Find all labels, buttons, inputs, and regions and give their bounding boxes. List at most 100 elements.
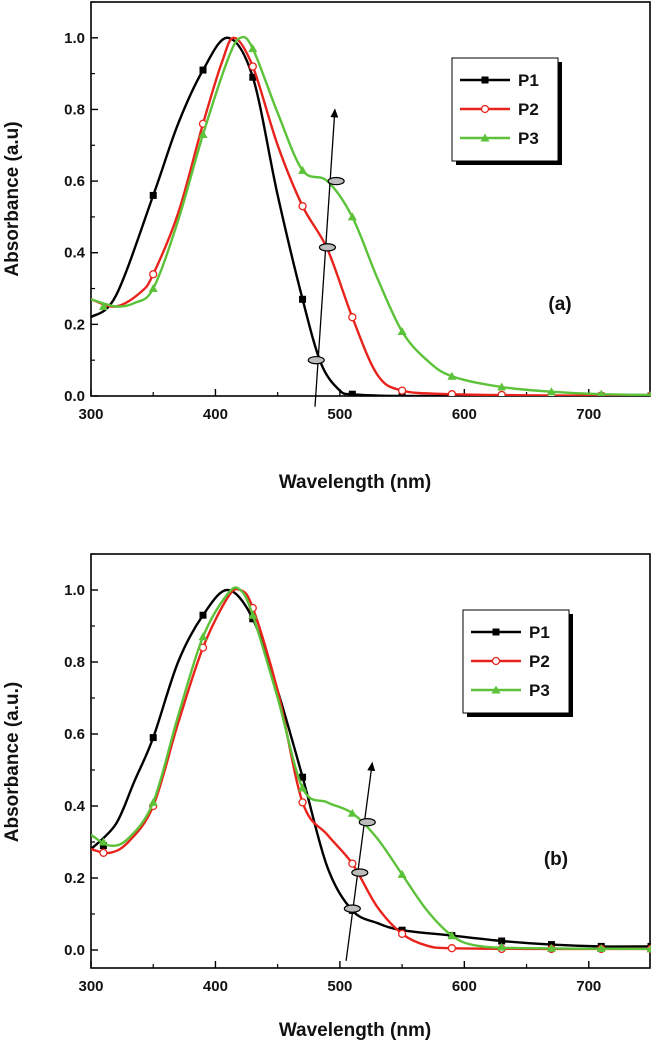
data-point-p2 [348, 859, 357, 868]
data-point-p2 [298, 202, 307, 211]
y-tick-label: 0.2 [64, 870, 85, 887]
data-point-p3 [198, 632, 208, 641]
annotation-ellipse [327, 176, 345, 186]
data-point-p3 [98, 301, 108, 310]
legend-marker-p3 [480, 133, 490, 142]
data-point-p3 [447, 371, 457, 380]
data-point-p1 [99, 842, 107, 850]
legend-marker-p2 [480, 104, 490, 114]
data-point-p3 [646, 944, 651, 953]
legend-label-p3: P3 [518, 129, 539, 148]
y-tick-label: 1.0 [64, 582, 85, 599]
plot-frame [90, 553, 651, 969]
data-point-p3 [298, 783, 308, 792]
data-point-p3 [248, 610, 258, 619]
data-point-p3 [497, 942, 507, 951]
y-tick-label: 0.4 [64, 245, 86, 262]
annotation-ellipse [318, 243, 337, 252]
x-axis-title: Wavelength (nm) [279, 472, 431, 493]
y-tick-label: 0.0 [64, 388, 85, 405]
legend-marker-p3 [491, 685, 501, 694]
data-point-p3 [248, 44, 258, 53]
data-point-p3 [397, 327, 407, 336]
data-point-p2 [149, 270, 158, 279]
x-tick-label: 700 [576, 978, 601, 995]
data-point-p2 [497, 390, 506, 396]
annotation-ellipse [307, 355, 325, 365]
data-point-p3 [596, 944, 606, 953]
x-tick-label: 400 [203, 406, 228, 423]
legend-label-p1: P1 [529, 623, 550, 642]
panel-label: (b) [544, 849, 568, 870]
series-line-p3 [91, 35, 651, 396]
data-point-p1 [149, 191, 157, 199]
data-point-p3 [347, 808, 357, 817]
series-line-p2 [91, 587, 651, 951]
data-point-p2 [298, 798, 307, 807]
y-tick-label: 0.6 [64, 726, 85, 743]
data-point-p3 [397, 869, 407, 878]
data-point-p3 [546, 387, 556, 396]
y-tick-label: 0.6 [64, 173, 85, 190]
chart-panel-a: 300 400 500 600 700 0.0 0.2 0.4 0.6 0.8 1.0 Wavelen… [2, 1, 651, 493]
x-tick-label: 600 [452, 406, 477, 423]
y-tick-label: 0.0 [64, 942, 85, 959]
legend-label-p1: P1 [518, 71, 539, 90]
legend-marker-p1 [492, 628, 500, 636]
legend-marker-p1 [481, 76, 489, 84]
data-point-p2 [248, 62, 257, 71]
x-tick-label: 500 [327, 406, 352, 423]
legend: P1 P2 P3 [451, 57, 562, 165]
data-point-p1 [348, 390, 356, 396]
data-point-p3 [497, 382, 507, 391]
legend-marker-p2 [491, 656, 501, 666]
x-tick-label: 500 [327, 978, 352, 995]
series-line-p2 [91, 36, 651, 396]
legend: P1 P2 P3 [462, 609, 573, 717]
plot-area [91, 586, 651, 954]
x-tick-label: 400 [203, 978, 228, 995]
y-tick-label: 0.2 [64, 316, 85, 333]
y-axis-title: Absorbance (a.u) [2, 121, 23, 276]
x-tick-label: 700 [576, 406, 601, 423]
trend-arrow [345, 761, 376, 961]
plot-frame [90, 1, 651, 397]
panel-label: (a) [548, 294, 571, 315]
annotation-ellipse [351, 868, 369, 877]
x-tick-label: 300 [78, 978, 103, 995]
annotation-ellipse [358, 818, 376, 827]
data-point-p2 [447, 390, 457, 396]
data-point-p1 [299, 773, 307, 781]
data-point-p1 [498, 937, 506, 945]
y-tick-label: 0.4 [64, 798, 86, 815]
legend-label-p3: P3 [529, 681, 550, 700]
y-tick-label: 0.8 [64, 654, 85, 671]
data-point-p1 [149, 734, 157, 742]
data-point-p3 [98, 837, 108, 846]
x-axis-title: Wavelength (nm) [279, 1020, 431, 1041]
data-point-p2 [99, 848, 108, 857]
x-tick-label: 300 [78, 406, 103, 423]
data-point-p1 [299, 295, 307, 303]
x-tick-label: 600 [452, 978, 477, 995]
series-line-p1 [91, 36, 651, 396]
chart-panel-b: 300 400 500 600 700 0.0 0.2 0.4 0.6 0.8 1.0 Wavelen… [2, 553, 651, 1041]
data-point-p3 [597, 389, 605, 396]
plot-area [91, 35, 651, 396]
y-axis-title: Absorbance (a.u.) [2, 682, 23, 842]
data-point-p3 [447, 931, 457, 940]
data-point-p2 [397, 929, 407, 938]
data-point-p2 [348, 313, 357, 322]
data-point-p1 [199, 66, 207, 74]
y-tick-label: 1.0 [64, 30, 85, 47]
data-point-p1 [249, 73, 257, 81]
data-point-p3 [347, 212, 357, 221]
data-point-p3 [148, 284, 158, 293]
data-point-p3 [148, 797, 158, 806]
y-tick-label: 0.8 [64, 101, 85, 118]
legend-label-p2: P2 [529, 652, 550, 671]
data-point-p3 [647, 390, 651, 396]
data-point-p3 [198, 130, 208, 139]
data-point-p3 [298, 165, 308, 174]
